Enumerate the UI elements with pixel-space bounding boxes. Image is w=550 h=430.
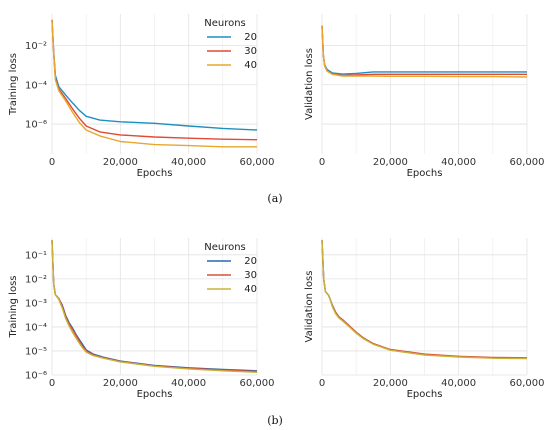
panel-label-b: (b) [267, 414, 283, 427]
legend-item-20: 20 [244, 32, 257, 43]
y-tick-label: 10⁻² [25, 274, 47, 285]
x-tick-label: 0 [49, 157, 55, 168]
y-tick-label: 10⁻⁶ [25, 120, 47, 131]
x-tick-label: 40,000 [171, 378, 206, 389]
x-tick-label: 60,000 [510, 378, 545, 389]
chart-b-train: 0 20,000 40,000 60,000 10⁻⁶ 10⁻⁵ 10⁻⁴ 10⁻³ 10⁻² 1… [8, 238, 275, 400]
y-axis-label: Validation loss [304, 271, 315, 343]
chart-a-val: 0 20,000 40,000 60,000 Epochs Validation loss [304, 14, 545, 179]
legend-item-20: 20 [244, 256, 257, 267]
x-tick-label: 40,000 [441, 378, 476, 389]
legend-item-40: 40 [244, 284, 257, 295]
x-axis-label: Epochs [137, 389, 173, 400]
x-tick-label: 40,000 [171, 157, 206, 168]
y-axis-label: Validation loss [304, 48, 315, 120]
y-axis-label: Training loss [8, 53, 19, 116]
y-tick-label: 10⁻³ [25, 298, 47, 309]
legend-item-40: 40 [244, 60, 257, 71]
y-tick-label: 10⁻² [25, 41, 47, 52]
y-tick-label: 10⁻⁴ [25, 322, 47, 333]
series-line-40 [51, 19, 257, 148]
x-tick-label: 40,000 [441, 157, 476, 168]
chart-a-train: 0 20,000 40,000 60,000 10⁻⁶ 10⁻⁴ 10⁻² Epochs Tra… [8, 14, 275, 179]
x-tick-label: 0 [49, 378, 55, 389]
x-tick-label: 60,000 [240, 157, 275, 168]
x-axis-label: Epochs [407, 168, 443, 179]
chart-b-val: 0 20,000 40,000 60,000 Epochs Validation loss [304, 238, 545, 400]
series-line-40 [51, 240, 258, 373]
x-tick-label: 20,000 [103, 378, 138, 389]
panel-label-a: (a) [267, 192, 282, 205]
legend-title: Neurons [204, 242, 246, 253]
y-tick-label: 10⁻⁶ [25, 371, 47, 382]
y-tick-label: 10⁻⁵ [25, 346, 47, 357]
y-axis-label: Training loss [8, 276, 19, 339]
legend-item-30: 30 [244, 270, 257, 281]
x-tick-label: 60,000 [240, 378, 275, 389]
x-tick-label: 20,000 [103, 157, 138, 168]
x-tick-label: 20,000 [373, 157, 408, 168]
series-line-40 [321, 240, 528, 360]
series-line-40 [321, 25, 528, 78]
legend-item-30: 30 [244, 46, 257, 57]
legend-title: Neurons [204, 18, 246, 29]
x-tick-label: 60,000 [510, 157, 545, 168]
x-tick-label: 0 [319, 378, 325, 389]
x-axis-label: Epochs [137, 168, 173, 179]
y-tick-label: 10⁻¹ [25, 250, 47, 261]
x-tick-label: 20,000 [373, 378, 408, 389]
x-axis-label: Epochs [407, 389, 443, 400]
y-tick-label: 10⁻⁴ [25, 80, 47, 91]
x-tick-label: 0 [319, 157, 325, 168]
